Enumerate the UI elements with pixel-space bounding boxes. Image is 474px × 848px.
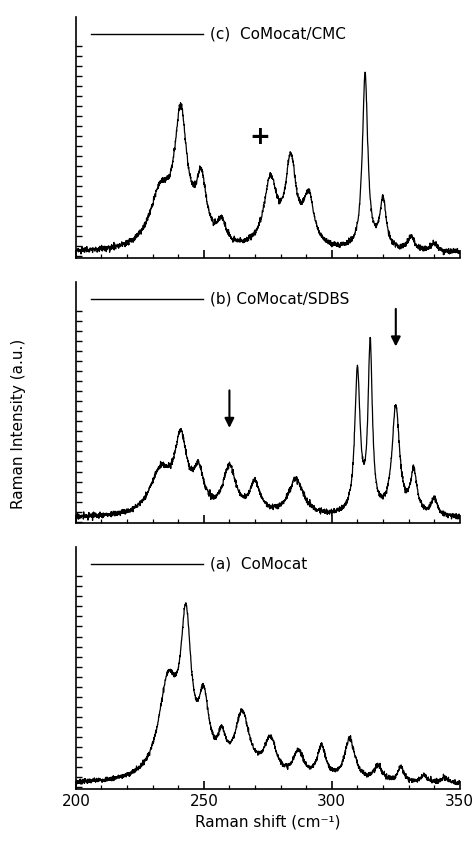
Text: (b) CoMocat/SDBS: (b) CoMocat/SDBS [210,292,350,307]
Text: (c)  CoMocat/CMC: (c) CoMocat/CMC [210,26,346,42]
Text: Raman Intensity (a.u.): Raman Intensity (a.u.) [11,339,27,509]
Text: +: + [250,125,271,148]
X-axis label: Raman shift (cm⁻¹): Raman shift (cm⁻¹) [195,814,340,829]
Text: (a)  CoMocat: (a) CoMocat [210,557,308,572]
